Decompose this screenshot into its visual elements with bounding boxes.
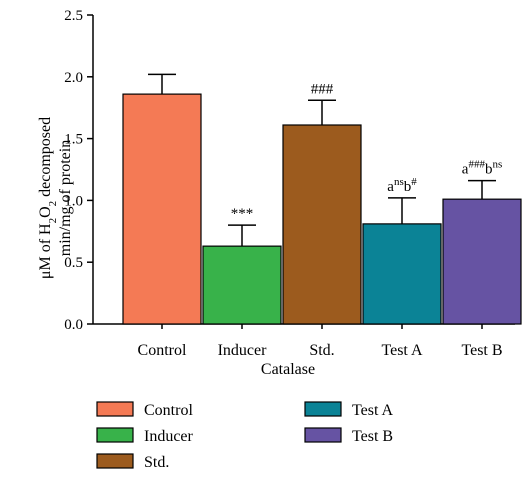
legend-label: Test A — [352, 402, 394, 419]
x-tick-label: Std. — [309, 342, 334, 359]
legend-item: Std. — [96, 453, 169, 471]
x-axis-label: Catalase — [261, 361, 315, 378]
legend-swatch — [304, 401, 342, 417]
legend-swatch — [304, 427, 342, 443]
significance-label: a###bns — [462, 159, 502, 178]
legend-swatch — [96, 401, 134, 417]
legend-item: Test B — [304, 427, 393, 445]
significance-label: ### — [311, 81, 334, 97]
x-tick-label: Test B — [461, 342, 502, 359]
y-tick-label: 2.0 — [64, 70, 83, 86]
legend-item: Test A — [304, 401, 394, 419]
x-tick-label: Inducer — [218, 342, 268, 359]
legend-label: Control — [144, 402, 193, 419]
y-tick-label: 0.0 — [64, 317, 83, 333]
bar — [442, 198, 522, 325]
x-tick-label: Test A — [381, 342, 423, 359]
bar — [362, 223, 442, 325]
significance-label: ansb# — [387, 176, 417, 195]
legend-label: Std. — [144, 454, 169, 471]
legend: Control Inducer Std. Test A Test B — [96, 401, 394, 471]
legend-label: Test B — [352, 428, 393, 445]
legend-swatch — [96, 427, 134, 443]
legend-item: Control — [96, 401, 193, 419]
bar — [282, 124, 362, 325]
bars: Control Inducer *** Std. ### Test A ansb# Test … — [122, 73, 522, 359]
bar — [202, 245, 282, 325]
y-axis-label-line2: min/mg of protein — [57, 140, 74, 256]
y-tick-label: 0.5 — [64, 255, 83, 271]
y-tick-label: 2.5 — [64, 8, 83, 24]
legend-label: Inducer — [144, 428, 194, 445]
y-axis-label-line1: μM of H2O2 decomposed — [37, 117, 59, 279]
y-tick-label: 1.5 — [64, 132, 83, 148]
y-tick-label: 1.0 — [64, 193, 83, 209]
bar — [122, 93, 202, 325]
legend-swatch — [96, 453, 134, 469]
legend-item: Inducer — [96, 427, 194, 445]
x-tick-label: Control — [138, 342, 187, 359]
significance-label: *** — [231, 206, 254, 222]
